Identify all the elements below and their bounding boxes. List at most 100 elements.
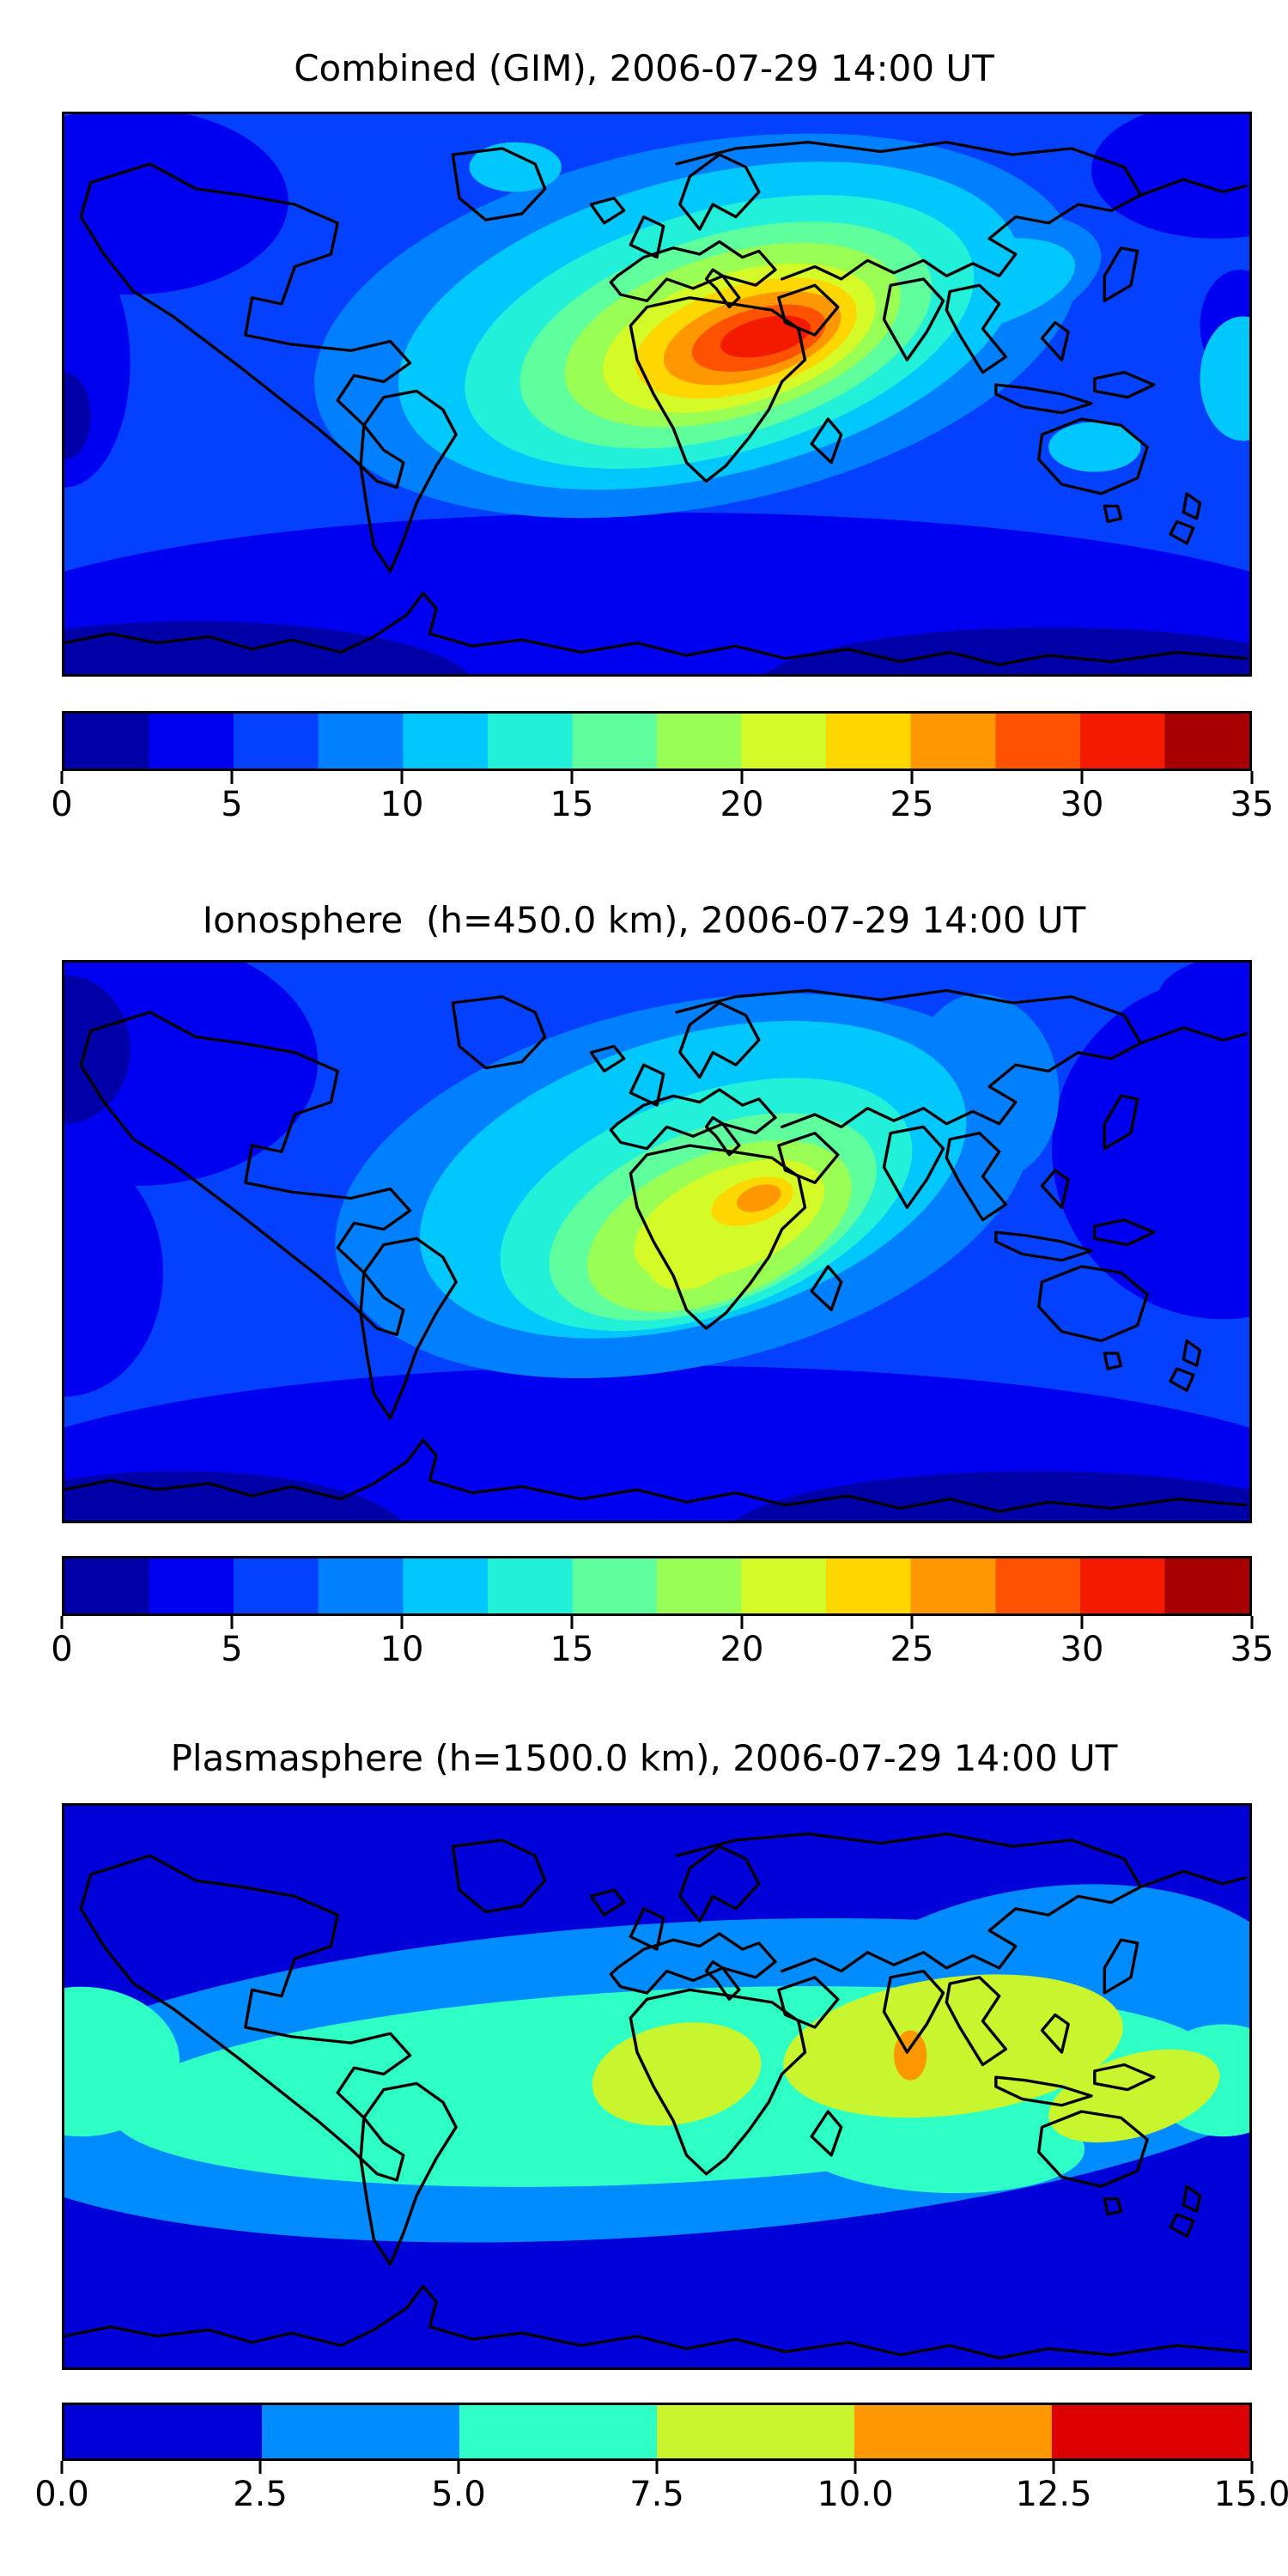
- colorbar-segment: [995, 714, 1082, 769]
- tick-mark: [740, 1616, 744, 1629]
- colorbar-segment: [910, 714, 998, 769]
- band: [64, 1471, 402, 1521]
- colorbar-segment: [403, 714, 489, 769]
- band: [64, 114, 289, 295]
- tick-mark: [1080, 1616, 1084, 1629]
- colorbar-segment: [657, 1558, 744, 1613]
- tick-mark: [400, 1616, 404, 1629]
- band: [64, 975, 131, 1124]
- tick-mark: [457, 2461, 460, 2474]
- tick-label: 10.0: [817, 2475, 894, 2514]
- tick-label: 0: [51, 785, 73, 824]
- panel2-colorbar-svg: [64, 1558, 1249, 1613]
- tick-mark: [854, 2461, 857, 2474]
- panel1-map-svg: [64, 114, 1249, 674]
- tick-mark: [655, 2461, 659, 2474]
- panel3-map: [62, 1803, 1252, 2370]
- band: [64, 372, 91, 460]
- colorbar-segment: [149, 714, 236, 769]
- colorbar-segment: [741, 1558, 829, 1613]
- colorbar-segment: [1052, 2405, 1249, 2458]
- band: [64, 1986, 180, 2137]
- band: [1052, 978, 1249, 1320]
- panel1-colorbar-labels: 0 5 10 15 20 25 30 35: [51, 785, 1273, 828]
- tick-mark: [60, 2461, 64, 2474]
- tick-label: 15: [550, 1630, 594, 1669]
- tick-mark: [910, 771, 914, 784]
- band: [788, 2092, 1085, 2194]
- band: [737, 1184, 781, 1212]
- colorbar-segment: [572, 1558, 659, 1613]
- panel1-map: [62, 112, 1252, 677]
- colorbar-segment: [403, 1558, 489, 1613]
- panel1-colorbar: [62, 711, 1252, 771]
- tick-label: 12.5: [1015, 2475, 1092, 2514]
- colorbar-segment: [149, 1558, 236, 1613]
- tick-mark: [1080, 771, 1084, 784]
- tick-mark: [1250, 2461, 1254, 2474]
- tick-mark: [60, 1616, 64, 1629]
- colorbar-segment: [741, 714, 829, 769]
- colorbar-segment: [910, 1558, 998, 1613]
- band: [720, 315, 811, 358]
- tick-mark: [230, 1616, 234, 1629]
- tick-mark: [570, 1616, 574, 1629]
- band: [592, 2022, 762, 2126]
- tick-label: 7.5: [629, 2475, 684, 2514]
- panel1-colorbar-svg: [64, 714, 1249, 769]
- colorbar-segment: [657, 714, 744, 769]
- colorbar-segment: [1164, 1558, 1249, 1613]
- colorbar-segment: [64, 2405, 266, 2458]
- tick-label: 15.0: [1213, 2475, 1288, 2514]
- band: [765, 627, 1249, 674]
- colorbar-segment: [64, 714, 151, 769]
- panel2-colorbar-labels: 0 5 10 15 20 25 30 35: [51, 1630, 1273, 1673]
- band: [64, 621, 469, 674]
- colorbar-segment: [995, 1558, 1082, 1613]
- colorbar-segment: [1164, 714, 1249, 769]
- band: [1048, 422, 1141, 472]
- band: [648, 1230, 732, 1291]
- panel3-colorbar: [62, 2403, 1252, 2461]
- tick-label: 5.0: [431, 2475, 486, 2514]
- tick-label: 10: [380, 785, 424, 824]
- panel1-title: Combined (GIM), 2006-07-29 14:00 UT: [294, 47, 994, 89]
- colorbar-segment: [318, 714, 405, 769]
- colorbar-segment: [459, 2405, 661, 2458]
- tick-label: 5: [221, 1630, 243, 1669]
- colorbar-segment: [487, 714, 574, 769]
- tick-mark: [910, 1616, 914, 1629]
- colorbar-segment: [826, 714, 913, 769]
- tick-label: 5: [221, 785, 243, 824]
- panel2-title: Ionosphere (h=450.0 km), 2006-07-29 14:0…: [202, 899, 1086, 941]
- tick-mark: [570, 771, 574, 784]
- panel3-title: Plasmasphere (h=1500.0 km), 2006-07-29 1…: [170, 1737, 1118, 1779]
- colorbar-segment: [1079, 714, 1167, 769]
- panel3-colorbar-svg: [64, 2405, 1249, 2458]
- tick-mark: [1250, 1616, 1254, 1629]
- tick-label: 15: [550, 785, 594, 824]
- band: [64, 1148, 163, 1397]
- colorbar-segment: [262, 2405, 464, 2458]
- colorbar-segment: [234, 714, 320, 769]
- tick-label: 0: [51, 1630, 73, 1669]
- band: [1200, 316, 1249, 441]
- tick-mark: [230, 771, 234, 784]
- panel3-colorbar-ticks: [60, 2461, 1254, 2475]
- tick-label: 2.5: [233, 2475, 288, 2514]
- band: [1048, 2049, 1220, 2143]
- colorbar-segment: [572, 714, 659, 769]
- tick-mark: [1052, 2461, 1055, 2474]
- panel3-map-svg: [64, 1806, 1249, 2367]
- tick-mark: [258, 2461, 262, 2474]
- tick-label: 25: [890, 1630, 934, 1669]
- colorbar-segment: [854, 2405, 1056, 2458]
- colorbar-segment: [234, 1558, 320, 1613]
- band: [1091, 114, 1249, 239]
- colorbar-segment: [1079, 1558, 1167, 1613]
- panel2-map: [62, 960, 1252, 1523]
- tick-label: 10: [380, 1630, 424, 1669]
- tick-mark: [60, 771, 64, 784]
- colorbar-segment: [64, 1558, 151, 1613]
